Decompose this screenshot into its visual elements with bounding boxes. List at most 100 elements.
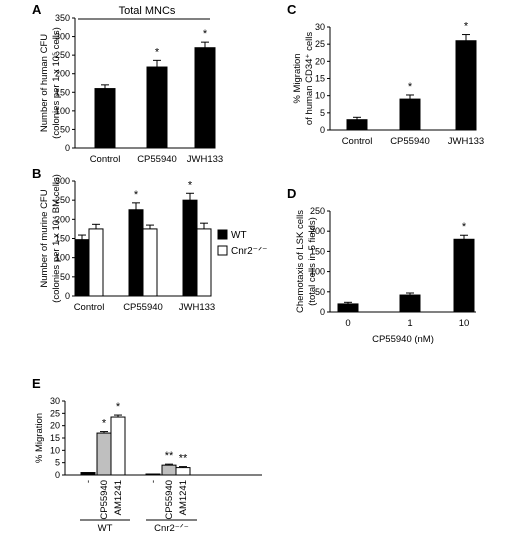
- y-tick-label: 0: [65, 291, 70, 301]
- y-tick-label: 0: [320, 307, 325, 317]
- bar-#000000: [128, 209, 144, 297]
- group-label: WT: [98, 523, 113, 534]
- y-axis-label: Chemotaxis of LSK cells: [295, 210, 306, 313]
- significance-marker: *: [116, 401, 121, 413]
- y-axis-label: % Migration: [34, 413, 45, 463]
- y-tick-label: 25: [50, 408, 60, 418]
- bar: [455, 40, 477, 131]
- panel-label-a: A: [32, 2, 42, 17]
- panel-label-c: C: [287, 2, 297, 17]
- y-tick-label: 150: [310, 246, 325, 256]
- legend-label: WT: [231, 230, 247, 241]
- y-tick-label: 0: [65, 143, 70, 153]
- bar: [80, 472, 96, 476]
- y-tick-label: 25: [315, 39, 325, 49]
- category-label: 0: [345, 318, 350, 329]
- y-tick-label: 200: [55, 69, 70, 79]
- significance-marker: **: [165, 450, 174, 462]
- x-axis-label: CP55940 (nM): [372, 334, 434, 345]
- y-tick-label: 200: [55, 214, 70, 224]
- group-label: Cnr2⁻ᐟ⁻: [154, 523, 189, 534]
- legend-swatch: [217, 229, 228, 240]
- panel-label-d: D: [287, 186, 296, 201]
- category-label: Control: [74, 302, 105, 313]
- y-tick-label: 100: [55, 253, 70, 263]
- legend-swatch: [217, 245, 228, 256]
- y-tick-label: 150: [55, 234, 70, 244]
- category-label: CP55940: [137, 154, 177, 165]
- category-label: AM1241: [178, 480, 189, 515]
- category-label: CP55940: [390, 136, 430, 147]
- y-axis-label-units: (colonies per 1 x 10⁴ BM cells): [51, 174, 62, 303]
- y-tick-label: 5: [55, 458, 60, 468]
- y-tick-label: 0: [55, 470, 60, 480]
- y-tick-label: 250: [55, 50, 70, 60]
- bar-#000000: [182, 199, 198, 297]
- bar: [96, 432, 112, 476]
- category-label: JWH133: [179, 302, 215, 313]
- y-axis-label: % Migration: [292, 53, 303, 103]
- bar: [453, 238, 475, 313]
- panel-label-e: E: [32, 376, 41, 391]
- y-tick-label: 20: [50, 421, 60, 431]
- category-label: JWH133: [187, 154, 223, 165]
- category-label: CP55940: [123, 302, 163, 313]
- bar-#ffffff: [88, 228, 104, 297]
- category-label: AM1241: [113, 480, 124, 515]
- y-tick-label: 300: [55, 176, 70, 186]
- y-tick-label: 150: [55, 87, 70, 97]
- significance-marker: *: [155, 46, 160, 58]
- category-label: 10: [459, 318, 470, 329]
- legend-label: Cnr2⁻ᐟ⁻: [231, 246, 267, 257]
- y-axis-label: Number of murine CFU: [39, 189, 50, 287]
- y-tick-label: 20: [315, 56, 325, 66]
- significance-marker: *: [462, 221, 467, 233]
- y-axis-label-units: of human CD34⁺ cells: [304, 32, 315, 125]
- category-label: CP55940: [99, 480, 110, 520]
- bar: [110, 416, 126, 476]
- chart-title: Total MNCs: [119, 5, 176, 17]
- y-axis-label: Number of human CFU: [39, 34, 50, 132]
- y-axis-label-units: (colonies per 1 x 10⁵ cells): [51, 27, 62, 139]
- bar: [175, 467, 191, 476]
- category-label: Control: [90, 154, 121, 165]
- bar-#000000: [74, 239, 90, 297]
- y-tick-label: 250: [310, 206, 325, 216]
- bar: [194, 47, 216, 149]
- y-tick-label: 15: [315, 74, 325, 84]
- y-tick-label: 30: [315, 22, 325, 32]
- category-label: CP55940: [164, 480, 175, 520]
- y-tick-label: 15: [50, 433, 60, 443]
- category-label: -: [148, 480, 159, 483]
- category-label: JWH133: [448, 136, 484, 147]
- significance-marker: *: [134, 189, 139, 201]
- category-label: -: [83, 480, 94, 483]
- y-tick-label: 50: [315, 287, 325, 297]
- category-label: 1: [407, 318, 412, 329]
- panel-label-b: B: [32, 166, 41, 181]
- y-tick-label: 50: [60, 124, 70, 134]
- y-axis-label-units: (total cells in 5 fields): [307, 217, 318, 306]
- bar-#ffffff: [142, 228, 158, 297]
- bar: [399, 294, 421, 313]
- significance-marker: **: [179, 453, 188, 465]
- bar: [145, 473, 161, 476]
- bar: [337, 303, 359, 313]
- significance-marker: *: [188, 179, 193, 191]
- y-tick-label: 0: [320, 125, 325, 135]
- significance-marker: *: [408, 81, 413, 93]
- bar: [346, 119, 368, 131]
- bar: [94, 88, 116, 149]
- y-tick-label: 50: [60, 272, 70, 282]
- y-tick-label: 30: [50, 396, 60, 406]
- significance-marker: *: [464, 21, 469, 33]
- bar-#ffffff: [196, 228, 212, 297]
- bar: [146, 66, 168, 149]
- y-tick-label: 100: [55, 106, 70, 116]
- significance-marker: *: [203, 28, 208, 40]
- y-tick-label: 200: [310, 226, 325, 236]
- y-tick-label: 100: [310, 267, 325, 277]
- significance-marker: *: [102, 418, 107, 430]
- y-tick-label: 250: [55, 195, 70, 205]
